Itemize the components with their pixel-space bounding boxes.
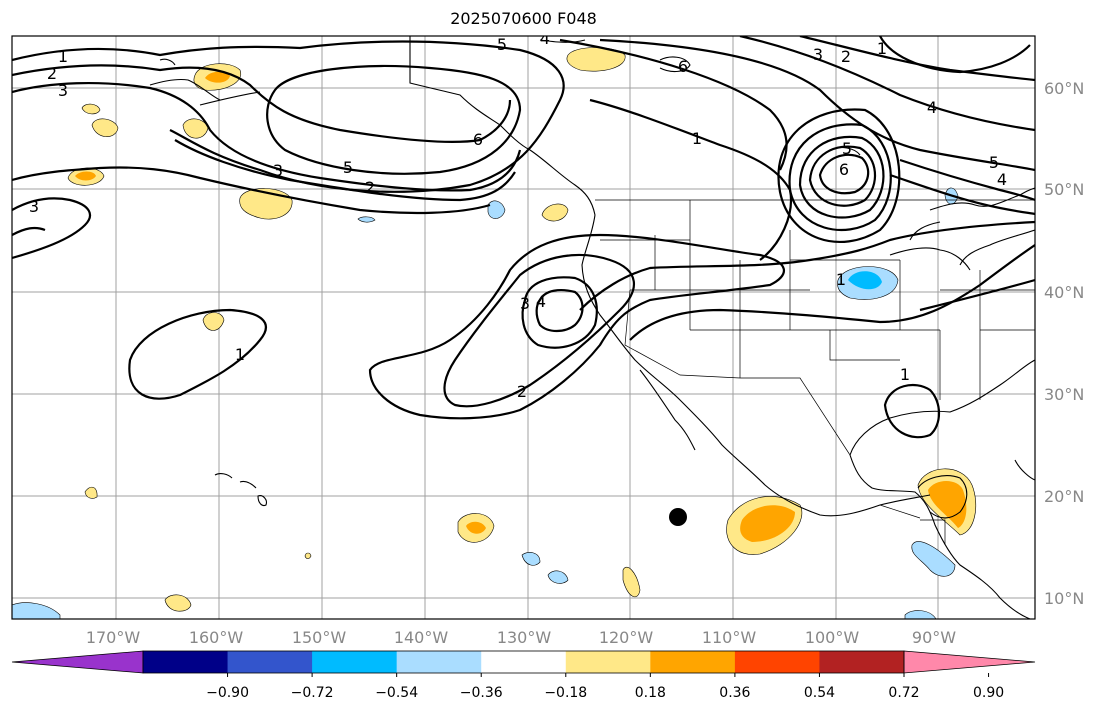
lat-label: 60°N bbox=[1044, 79, 1084, 98]
lon-label: 140°W bbox=[394, 628, 449, 647]
contour-label: 6 bbox=[473, 130, 483, 149]
contour-label: 1 bbox=[836, 270, 846, 289]
lon-label: 170°W bbox=[86, 628, 141, 647]
contour-label: 5 bbox=[497, 35, 507, 54]
lat-label: 20°N bbox=[1044, 487, 1084, 506]
contour-label: 1 bbox=[58, 47, 68, 66]
colorbar-segment bbox=[396, 651, 482, 673]
lat-label: 50°N bbox=[1044, 180, 1084, 199]
lon-label: 100°W bbox=[805, 628, 860, 647]
contour-label: 1 bbox=[235, 345, 245, 364]
colorbar-segment bbox=[481, 651, 567, 673]
map-frame bbox=[11, 35, 1036, 620]
storm-position-marker bbox=[669, 508, 687, 526]
contour-label: 3 bbox=[813, 45, 823, 64]
colorbar-segment bbox=[819, 651, 905, 673]
contour-label: 6 bbox=[839, 160, 849, 179]
contour-label: 2 bbox=[841, 47, 851, 66]
colorbar-frame bbox=[142, 650, 905, 674]
longitude-labels: 170°W 160°W 150°W 140°W 130°W 120°W 110°… bbox=[86, 628, 956, 647]
contour-label: 4 bbox=[536, 292, 546, 311]
map-title: 2025070600 F048 bbox=[450, 9, 597, 28]
contour-label: 6 bbox=[678, 57, 688, 76]
contour-label: 2 bbox=[517, 382, 527, 401]
contour-label: 3 bbox=[273, 161, 283, 180]
colorbar-tick-label: 0.54 bbox=[804, 685, 835, 701]
latitude-labels: 60°N 50°N 40°N 30°N 20°N 10°N bbox=[1044, 79, 1084, 608]
colorbar-segment bbox=[143, 651, 229, 673]
colorbar-extend-low bbox=[11, 650, 144, 674]
contour-label: 3 bbox=[520, 294, 530, 313]
coastlines bbox=[149, 36, 1035, 619]
colorbar-segment bbox=[227, 651, 313, 673]
colorbar-tick-label: −0.54 bbox=[375, 685, 418, 701]
contour-label: 1 bbox=[692, 129, 702, 148]
colorbar-tick-label: −0.90 bbox=[206, 685, 249, 701]
lon-label: 110°W bbox=[702, 628, 757, 647]
lon-label: 130°W bbox=[497, 628, 552, 647]
lat-label: 40°N bbox=[1044, 283, 1084, 302]
contour-lines bbox=[12, 36, 1035, 439]
contour-label: 4 bbox=[997, 170, 1007, 189]
contour-label: 1 bbox=[900, 365, 910, 384]
contour-labels: 1 2 3 3 3 5 2 6 5 4 6 1 1 3 4 2 3 2 1 4 … bbox=[29, 29, 1007, 401]
contour-label: 5 bbox=[842, 139, 852, 158]
colorbar-segment bbox=[650, 651, 736, 673]
colorbar-segment bbox=[734, 651, 820, 673]
colorbar-tick-label: 0.72 bbox=[888, 685, 919, 701]
contour-label: 1 bbox=[877, 39, 887, 58]
lon-label: 160°W bbox=[189, 628, 244, 647]
contour-label: 2 bbox=[365, 178, 375, 197]
lon-label: 90°W bbox=[912, 628, 956, 647]
colorbar: −0.90 −0.72 −0.54 −0.36 −0.18 0.18 0.36 0.54 0.7… bbox=[11, 650, 1036, 701]
contour-label: 2 bbox=[47, 64, 57, 83]
shaded-anomalies bbox=[12, 47, 977, 619]
colorbar-segment bbox=[565, 651, 651, 673]
colorbar-tick-label: 0.90 bbox=[973, 685, 1004, 701]
contour-label: 5 bbox=[989, 153, 999, 172]
colorbar-segment bbox=[312, 651, 398, 673]
contour-label: 3 bbox=[29, 197, 39, 216]
colorbar-tick-label: −0.72 bbox=[291, 685, 334, 701]
lon-label: 120°W bbox=[599, 628, 654, 647]
colorbar-tick-label: −0.36 bbox=[460, 685, 503, 701]
contour-label: 4 bbox=[540, 29, 550, 48]
lat-label: 30°N bbox=[1044, 385, 1084, 404]
lon-label: 150°W bbox=[292, 628, 347, 647]
colorbar-tick-label: 0.36 bbox=[719, 685, 750, 701]
lat-label: 10°N bbox=[1044, 589, 1084, 608]
colorbar-tick-label: 0.18 bbox=[635, 685, 666, 701]
contour-label: 5 bbox=[343, 158, 353, 177]
colorbar-extend-high bbox=[903, 650, 1036, 674]
contour-label: 3 bbox=[58, 81, 68, 100]
contour-label: 4 bbox=[927, 98, 937, 117]
colorbar-tick-label: −0.18 bbox=[544, 685, 587, 701]
